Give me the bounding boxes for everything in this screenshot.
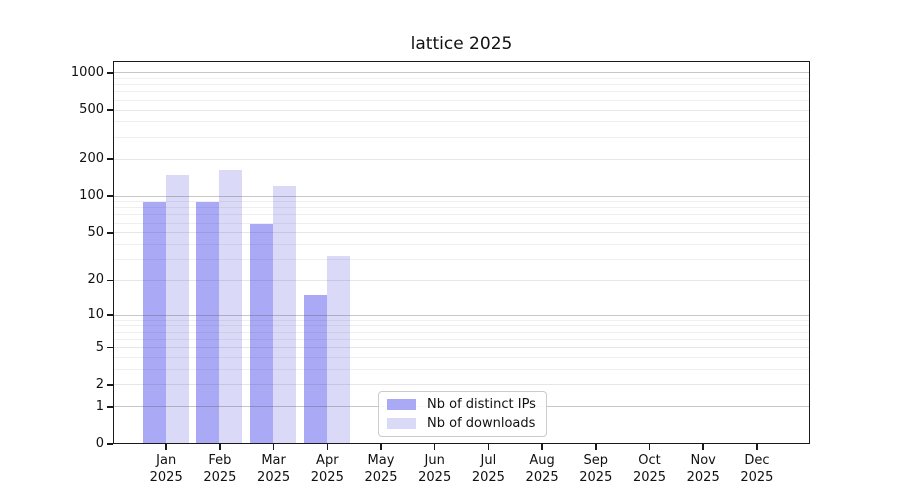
bar-downloads: [273, 186, 297, 444]
x-tick-mar: [272, 444, 275, 450]
year-label: 2025: [203, 470, 237, 485]
x-tick-label-mar: Mar 2025: [234, 452, 314, 486]
month-label: Nov: [690, 453, 716, 468]
x-tick-jun: [433, 444, 436, 450]
x-tick-label-aug: Aug 2025: [502, 452, 582, 486]
y-tick-1000: [107, 72, 113, 74]
y-tick-50: [107, 232, 113, 234]
x-tick-nov: [702, 444, 704, 450]
legend: Nb of distinct IPs Nb of downloads: [378, 391, 547, 437]
legend-label: Nb of distinct IPs: [427, 397, 536, 413]
bar-downloads: [165, 175, 189, 444]
x-tick-jul: [487, 444, 490, 450]
x-tick-label-sep: Sep 2025: [556, 452, 636, 486]
y-tick-1: [107, 406, 113, 408]
y-tick-label-10: 10: [87, 307, 104, 323]
legend-swatch-icon: [387, 399, 416, 411]
bar-distinct-ips: [142, 201, 166, 444]
y-tick-label-500: 500: [79, 102, 104, 118]
y-tick-200: [107, 158, 113, 160]
legend-entry: Nb of distinct IPs: [387, 397, 538, 412]
gridline-100: [114, 195, 809, 197]
x-tick-label-jan: Jan 2025: [126, 452, 206, 486]
month-label: Feb: [208, 453, 232, 468]
gridline-700: [114, 91, 809, 93]
y-tick-label-100: 100: [79, 188, 104, 204]
year-label: 2025: [149, 470, 183, 485]
gridline-200: [114, 158, 809, 160]
gridline-800: [114, 84, 809, 86]
gridline-1000: [114, 72, 809, 74]
bar-downloads: [326, 255, 350, 444]
y-tick-10: [107, 314, 113, 316]
bar-downloads: [219, 169, 243, 444]
legend-swatch-icon: [387, 417, 416, 429]
year-label: 2025: [740, 470, 774, 485]
x-tick-label-jun: Jun 2025: [395, 452, 475, 486]
bar-distinct-ips: [196, 202, 220, 444]
year-label: 2025: [632, 470, 667, 485]
x-tick-dec: [756, 444, 758, 450]
x-tick-aug: [541, 444, 543, 450]
y-tick-20: [107, 279, 113, 282]
x-tick-label-may: May 2025: [341, 452, 421, 486]
x-tick-apr: [326, 444, 329, 450]
y-tick-100: [107, 195, 113, 197]
year-label: 2025: [257, 470, 291, 485]
month-label: Apr: [316, 453, 339, 468]
gridline-500: [114, 109, 809, 111]
bar-distinct-ips: [303, 294, 327, 444]
y-tick-label-1000: 1000: [70, 64, 104, 80]
gridline-400: [114, 121, 809, 123]
y-tick-label-1: 1: [95, 398, 104, 414]
x-tick-label-jul: Jul 2025: [448, 452, 528, 486]
month-label: Sep: [583, 453, 609, 468]
year-label: 2025: [310, 470, 344, 485]
x-tick-label-apr: Apr 2025: [287, 452, 367, 486]
year-label: 2025: [686, 470, 720, 485]
gridline-900: [114, 78, 809, 79]
legend-entry: Nb of downloads: [387, 416, 538, 431]
month-label: Aug: [529, 453, 555, 468]
y-tick-label-2: 2: [95, 376, 104, 392]
month-label: Dec: [744, 453, 770, 468]
y-tick-label-20: 20: [87, 272, 104, 288]
x-tick-jan: [165, 444, 167, 450]
plot-area: [113, 61, 810, 444]
year-label: 2025: [579, 470, 613, 485]
year-label: 2025: [471, 470, 505, 485]
month-label: Jun: [424, 453, 445, 468]
x-tick-label-oct: Oct 2025: [610, 452, 690, 486]
y-tick-label-0: 0: [95, 436, 104, 451]
y-tick-2: [107, 384, 113, 386]
y-tick-5: [107, 346, 113, 349]
legend-label: Nb of downloads: [427, 415, 536, 431]
year-label: 2025: [364, 470, 398, 485]
x-tick-label-nov: Nov 2025: [663, 452, 743, 486]
x-tick-oct: [648, 444, 651, 450]
y-tick-label-200: 200: [79, 151, 104, 167]
x-tick-sep: [595, 444, 597, 450]
month-label: Jan: [156, 453, 177, 468]
year-label: 2025: [418, 470, 452, 485]
month-label: Mar: [261, 453, 286, 468]
y-tick-label-5: 5: [95, 339, 104, 355]
x-tick-label-dec: Dec 2025: [717, 452, 797, 486]
month-label: Oct: [638, 453, 661, 468]
y-tick-0: [107, 443, 113, 445]
y-tick-label-50: 50: [87, 224, 104, 240]
x-tick-feb: [219, 444, 221, 450]
gridline-600: [114, 99, 809, 101]
chart-title: lattice 2025: [410, 34, 513, 54]
x-tick-may: [380, 444, 382, 450]
month-label: May: [367, 453, 395, 468]
year-label: 2025: [525, 470, 559, 485]
x-tick-label-feb: Feb 2025: [180, 452, 260, 486]
month-label: Jul: [480, 453, 497, 468]
y-tick-500: [107, 109, 113, 111]
gridline-300: [114, 136, 809, 138]
bar-distinct-ips: [250, 223, 274, 444]
